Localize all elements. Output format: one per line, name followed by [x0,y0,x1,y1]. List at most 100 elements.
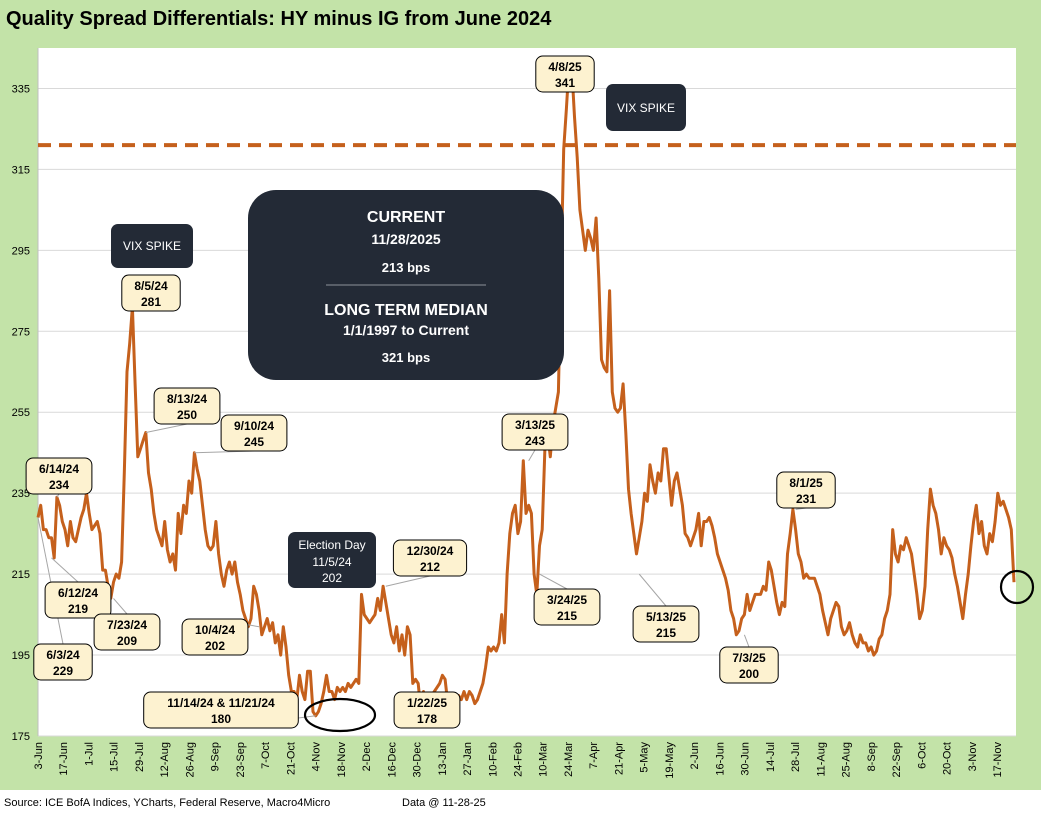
x-tick-label: 19-May [664,742,676,779]
callout-date: 7/3/25 [732,651,766,665]
callout-1-22-25: 1/22/25 178 [393,691,461,729]
current-title: CURRENT [367,209,445,226]
callout-4-8-25: 4/8/25 341 [535,55,595,93]
callout-12-30-24: 12/30/24 212 [392,539,468,577]
x-tick-label: 27-Jan [462,742,474,776]
series-line-hy-minus-ig [36,62,1016,726]
callout-leader [37,517,64,645]
callout-box [533,588,601,626]
callout-leader [743,634,750,648]
election-day-label: Election Day 11/5/24 202 [288,532,376,588]
callout-value: 243 [525,434,545,448]
x-tick-label: 10-Feb [487,742,499,777]
x-tick-label: 2-Jun [689,742,701,770]
x-tick-label: 17-Jun [58,742,70,776]
callout-9-10-24: 9/10/24 245 [220,414,288,452]
callout-box [719,646,779,684]
x-tick-label: 9-Sep [210,742,222,771]
median-range: 1/1/1997 to Current [343,322,469,338]
y-tick-label: 195 [12,650,30,662]
callout-value: 200 [739,667,759,681]
median-title: LONG TERM MEDIAN [324,302,488,319]
callout-date: 8/1/25 [789,476,823,490]
current-date: 11/28/2025 [371,231,441,247]
callout-date: 10/4/24 [195,623,235,637]
info-box: CURRENT 11/28/2025 213 bps LONG TERM MED… [248,190,564,380]
x-tick-label: 3-Jun [33,742,45,770]
callout-box [501,413,569,451]
callout-box [153,387,221,425]
y-tick-label: 275 [12,326,30,338]
x-tick-label: 17-Nov [992,742,1004,778]
callout-date: 11/14/24 & 11/21/24 [167,696,275,710]
callout-leader [113,598,128,615]
x-tick-label: 13-Jan [437,742,449,776]
callout-date: 5/13/25 [646,610,686,624]
x-tick-label: 15-Jul [109,742,121,772]
callout-box [93,613,161,651]
callout-date: 9/10/24 [234,419,274,433]
x-tick-label: 30-Dec [412,742,424,778]
callout-7-3-25: 7/3/25 200 [719,646,779,684]
callout-leader [51,557,79,583]
callout-5-13-25: 5/13/25 215 [632,605,700,643]
x-tick-label: 7-Apr [588,742,600,769]
callout-value: 178 [417,712,437,726]
callout-11-14-24-11-21-24: 11/14/24 & 11/21/24 180 [143,691,299,729]
callout-box [220,414,288,452]
election-value: 202 [322,571,342,585]
x-tick-label: 8-Sep [866,742,878,771]
callout-value: 250 [177,408,197,422]
callout-value: 234 [49,478,69,492]
callout-date: 8/5/24 [134,279,168,293]
callout-date: 3/13/25 [515,418,555,432]
y-tick-label: 335 [12,83,30,95]
source-note: Source: ICE BofA Indices, YCharts, Feder… [4,797,330,809]
callout-date: 6/12/24 [58,586,98,600]
y-axis: 175 195 215 235 255 275 295 315 335 [12,48,39,743]
y-tick-label: 215 [12,569,30,581]
y-tick-label: 295 [12,245,30,257]
data-date-note: Data @ 11-28-25 [402,797,486,809]
callout-value: 229 [53,664,73,678]
x-axis: 3-Jun 17-Jun 1-Jul 15-Jul 29-Jul 12-Aug 26-Aug… [33,742,1004,779]
callout-date: 8/13/24 [167,392,207,406]
callout-box [535,55,595,93]
callout-value: 215 [557,609,577,623]
callout-leader [638,573,667,607]
callout-6-3-24: 6/3/24 229 [33,643,93,681]
x-tick-label: 5-May [639,742,651,773]
callout-date: 12/30/24 [407,544,454,558]
callout-box [44,581,112,619]
x-tick-label: 21-Oct [285,742,297,775]
callout-box [33,643,93,681]
vix-spike-label-1: VIX SPIKE [111,224,193,268]
y-tick-label: 235 [12,488,30,500]
x-tick-label: 10-Mar [538,742,550,777]
x-tick-label: 16-Dec [386,742,398,778]
election-date: 11/5/24 [312,555,351,569]
x-tick-label: 22-Sep [891,742,903,777]
callout-box [393,691,461,729]
callout-box [181,618,249,656]
callout-leader [528,449,536,462]
callout-leader [56,493,60,498]
callout-value: 180 [211,712,231,726]
x-tick-label: 11-Aug [815,742,827,777]
current-value: 213 bps [382,260,430,275]
callout-value: 209 [117,634,137,648]
median-value: 321 bps [382,350,430,365]
x-tick-label: 21-Apr [613,742,625,775]
x-tick-label: 1-Jul [83,742,95,766]
callout-7-23-24: 7/23/24 209 [93,613,161,651]
callout-box [143,691,299,729]
callout-box [776,471,836,509]
callout-value: 341 [555,76,575,90]
vix-spike-text-2: VIX SPIKE [617,101,675,115]
callout-value: 202 [205,639,225,653]
callout-3-24-25: 3/24/25 215 [533,588,601,626]
callout-value: 219 [68,602,88,616]
current-circle [999,569,1035,605]
